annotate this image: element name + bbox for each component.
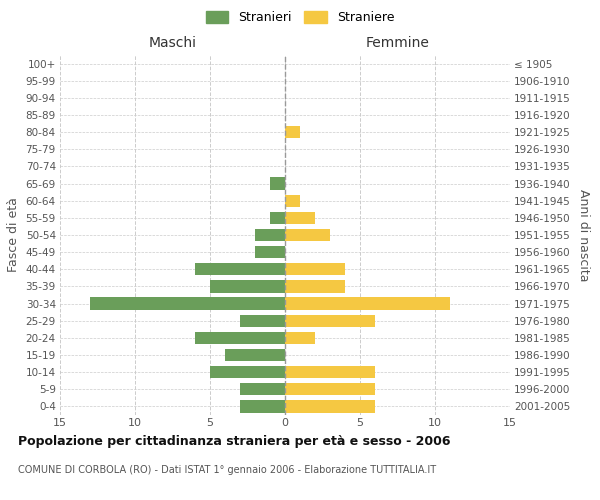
Bar xyxy=(285,383,375,396)
Bar xyxy=(285,126,300,138)
Bar xyxy=(270,212,285,224)
Bar xyxy=(210,280,285,292)
Bar xyxy=(285,263,345,276)
Bar xyxy=(285,400,375,412)
Bar xyxy=(195,263,285,276)
Text: Maschi: Maschi xyxy=(149,36,197,50)
Bar xyxy=(285,314,375,327)
Bar xyxy=(255,229,285,241)
Bar xyxy=(285,298,450,310)
Bar xyxy=(270,178,285,190)
Bar xyxy=(210,366,285,378)
Text: Femmine: Femmine xyxy=(365,36,430,50)
Bar xyxy=(285,366,375,378)
Bar xyxy=(240,400,285,412)
Bar xyxy=(285,194,300,207)
Bar xyxy=(240,383,285,396)
Bar xyxy=(255,246,285,258)
Bar xyxy=(195,332,285,344)
Legend: Stranieri, Straniere: Stranieri, Straniere xyxy=(203,8,397,26)
Y-axis label: Anni di nascita: Anni di nascita xyxy=(577,188,590,281)
Bar xyxy=(225,349,285,361)
Bar xyxy=(90,298,285,310)
Bar xyxy=(285,212,315,224)
Bar xyxy=(285,280,345,292)
Text: Popolazione per cittadinanza straniera per età e sesso - 2006: Popolazione per cittadinanza straniera p… xyxy=(18,435,451,448)
Bar xyxy=(285,229,330,241)
Y-axis label: Fasce di età: Fasce di età xyxy=(7,198,20,272)
Bar xyxy=(285,332,315,344)
Bar xyxy=(240,314,285,327)
Text: COMUNE DI CORBOLA (RO) - Dati ISTAT 1° gennaio 2006 - Elaborazione TUTTITALIA.IT: COMUNE DI CORBOLA (RO) - Dati ISTAT 1° g… xyxy=(18,465,436,475)
